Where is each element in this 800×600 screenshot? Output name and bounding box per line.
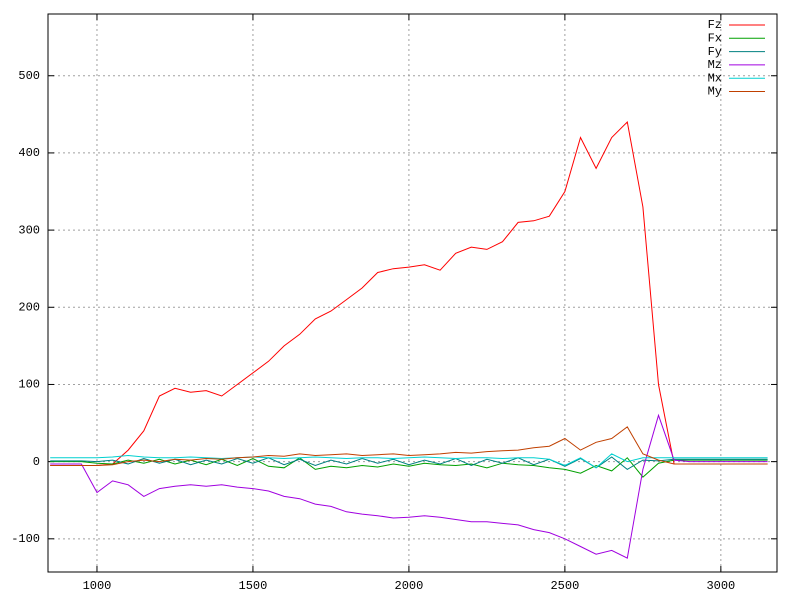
series-line xyxy=(50,426,768,466)
series-line xyxy=(50,120,768,466)
legend-label: My xyxy=(708,85,722,99)
series-line xyxy=(50,456,768,471)
plot-frame xyxy=(47,13,778,573)
y-tick-label: 200 xyxy=(18,300,40,314)
y-tick-label: 100 xyxy=(18,378,40,392)
y-tick-label: -100 xyxy=(11,532,40,546)
legend-label: Fz xyxy=(708,18,722,32)
series-line xyxy=(50,457,768,478)
series-line xyxy=(50,453,768,469)
legend-label: Mx xyxy=(708,71,722,85)
y-tick-label: 300 xyxy=(18,223,40,237)
x-tick-label: 1500 xyxy=(239,579,268,593)
y-tick-label: 400 xyxy=(18,146,40,160)
x-tick-label: 3000 xyxy=(706,579,735,593)
legend-label: Fx xyxy=(708,31,722,45)
y-tick-label: 500 xyxy=(18,69,40,83)
legend-label: Fy xyxy=(708,45,722,59)
series-line xyxy=(50,413,768,559)
x-tick-label: 2500 xyxy=(550,579,579,593)
y-tick-label: 0 xyxy=(33,455,40,469)
x-tick-label: 2000 xyxy=(395,579,424,593)
x-tick-label: 1000 xyxy=(83,579,112,593)
legend-label: Mz xyxy=(708,58,722,72)
